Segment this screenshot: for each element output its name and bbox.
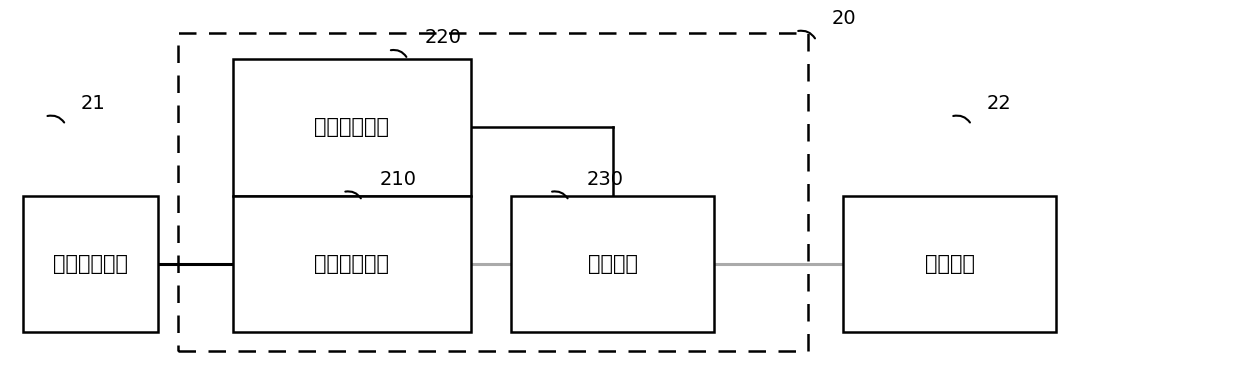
Text: 信号传输模块: 信号传输模块 (315, 254, 389, 274)
Text: 可变电容: 可变电容 (926, 254, 975, 274)
Text: 22: 22 (986, 94, 1011, 113)
Bar (233, 196, 471, 332)
Text: 射频前端模块: 射频前端模块 (53, 254, 128, 274)
Text: 220: 220 (425, 28, 462, 48)
Text: 电源管理模块: 电源管理模块 (315, 117, 389, 138)
Bar (233, 59, 471, 196)
Text: 20: 20 (831, 9, 856, 28)
Bar (844, 196, 1057, 332)
Bar (177, 33, 808, 352)
Text: 21: 21 (81, 94, 105, 113)
Bar (22, 196, 159, 332)
Text: 控制模块: 控制模块 (587, 254, 638, 274)
Bar (512, 196, 714, 332)
Text: 230: 230 (586, 170, 623, 189)
Text: 210: 210 (379, 170, 416, 189)
